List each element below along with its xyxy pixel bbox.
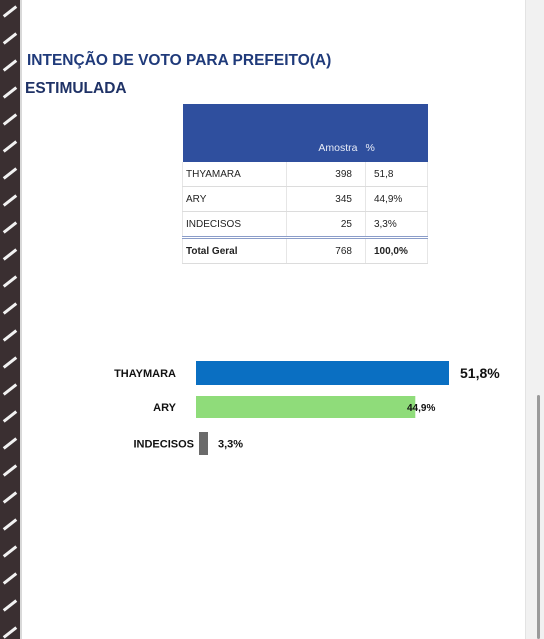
total-pct: 100,0% <box>364 236 429 264</box>
category-label: THAYMARA <box>114 368 176 380</box>
table-row: INDECISOS 25 3,3% <box>181 211 429 238</box>
table-total-row: Total Geral 768 100,0% <box>181 236 429 264</box>
page-edge <box>20 0 22 639</box>
data-label: 51,8% <box>460 365 500 381</box>
table-row: ARY 345 44,9% <box>181 186 429 212</box>
page-title: INTENÇÃO DE VOTO PARA PREFEITO(A) <box>27 52 332 69</box>
bar-indecisos <box>199 432 208 455</box>
table-header-label <box>182 104 287 162</box>
binder-stripe <box>0 0 20 639</box>
scrollbar-track[interactable] <box>525 0 544 639</box>
total-amostra: 768 <box>286 236 366 264</box>
scrollbar-thumb[interactable] <box>537 395 540 639</box>
row-pct: 51,8 <box>364 162 429 187</box>
table-header-amostra: Amostra <box>286 104 366 162</box>
row-amostra: 345 <box>286 186 366 212</box>
table-header-row: Amostra % <box>182 104 428 162</box>
page-subtitle: ESTIMULADA <box>25 80 127 97</box>
row-pct: 44,9% <box>364 186 429 212</box>
row-label: INDECISOS <box>181 211 287 238</box>
total-label: Total Geral <box>181 236 287 264</box>
row-amostra: 398 <box>286 162 366 187</box>
row-pct: 3,3% <box>364 211 429 238</box>
row-label: THYAMARA <box>181 162 287 187</box>
row-label: ARY <box>181 186 287 212</box>
bar-thaymara <box>196 361 449 385</box>
category-label: INDECISOS <box>133 439 194 451</box>
data-label: 44,9% <box>407 403 435 414</box>
table-header-pct: % <box>365 104 428 162</box>
results-table: Amostra % THYAMARA 398 51,8 ARY 345 44,9… <box>181 104 429 264</box>
bar-ary <box>196 396 416 418</box>
data-label: 3,3% <box>218 439 243 451</box>
table-row: THYAMARA 398 51,8 <box>181 162 429 187</box>
category-label: ARY <box>153 402 176 414</box>
